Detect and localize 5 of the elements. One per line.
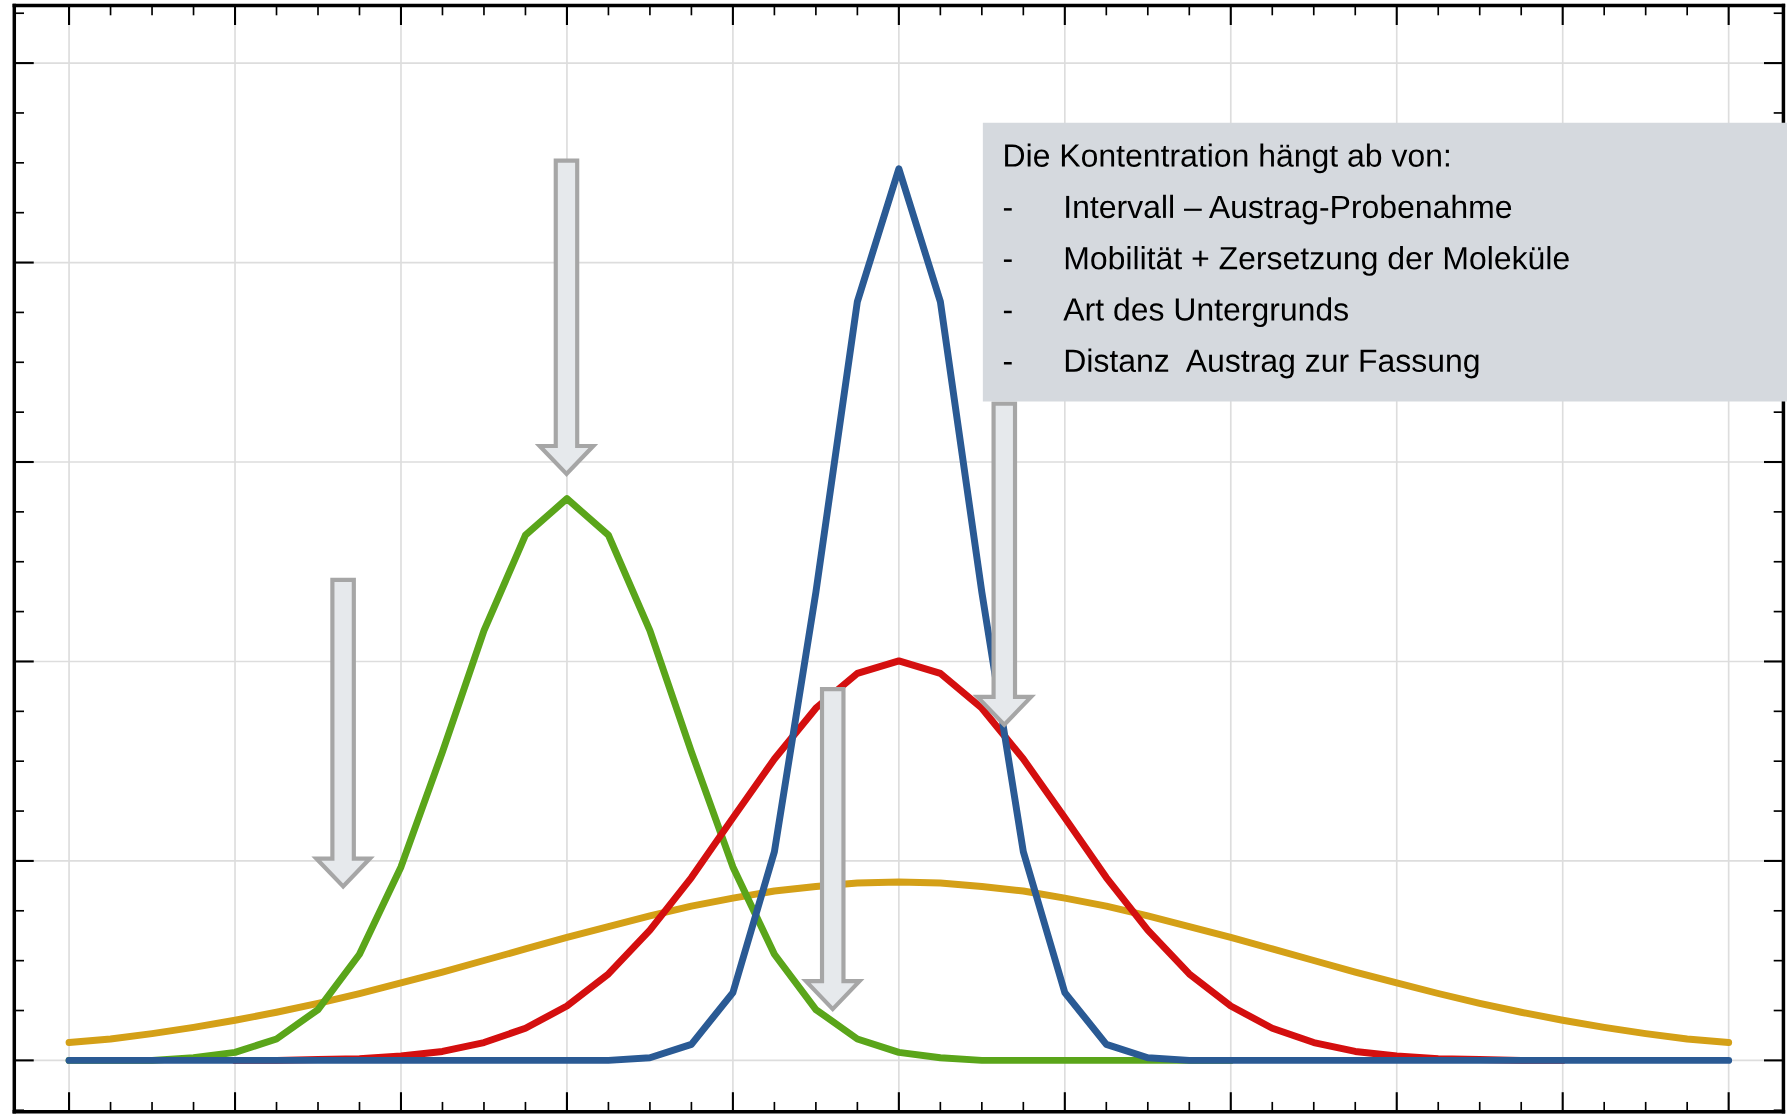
text: - Art des Untergrunds (1003, 297, 1348, 328)
annotation: Die Kontentration hängt ab von: (1005, 143, 1449, 174)
text: - Distanz Austrag zur Fassung (1003, 348, 1479, 379)
text: - Mobilität + Zersetzung der Moleküle (1003, 246, 1569, 276)
text: - Intervall – Austrag-Probenahme (1003, 194, 1512, 225)
